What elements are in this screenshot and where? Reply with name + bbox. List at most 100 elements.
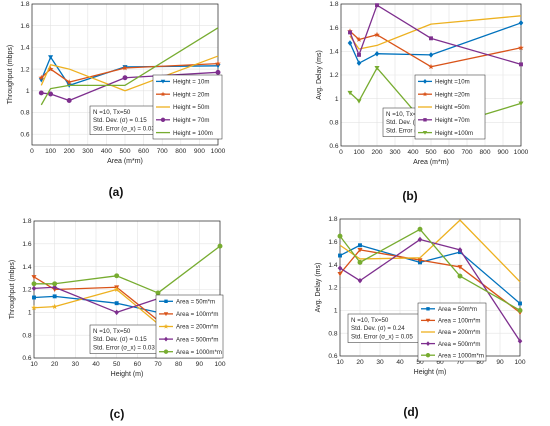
legend-entry: Area = 200m*m <box>438 329 481 336</box>
data-point <box>337 265 343 271</box>
legend-entry: Height = 10m <box>173 79 209 86</box>
y-tick-label: 0.8 <box>329 120 338 127</box>
data-point <box>337 233 343 239</box>
legend-entry: Height =70m <box>435 117 470 124</box>
data-point <box>164 299 168 303</box>
legend-entry: Height =50m <box>435 104 470 111</box>
data-point <box>114 273 120 279</box>
data-point <box>417 226 423 232</box>
x-tick-label: 200 <box>64 148 75 155</box>
x-axis-label: Height (m) <box>414 369 447 376</box>
x-tick-label: 600 <box>443 149 454 156</box>
stats-line: N =10, Tx=50 <box>93 328 131 335</box>
data-point <box>217 243 223 249</box>
data-point <box>155 290 161 296</box>
y-tick-label: 1.6 <box>328 239 337 246</box>
x-tick-label: 0 <box>30 148 34 155</box>
y-tick-label: 0.8 <box>20 110 29 117</box>
data-point <box>417 236 423 243</box>
stats-box <box>89 105 163 135</box>
data-point <box>457 265 463 270</box>
series-line <box>337 226 523 313</box>
data-point <box>31 281 37 287</box>
x-tick-label: 30 <box>376 359 384 366</box>
x-tick-label: 400 <box>407 149 418 156</box>
data-point <box>428 52 434 58</box>
y-tick-label: 1.8 <box>22 218 31 225</box>
data-point <box>422 131 428 135</box>
data-point <box>163 323 169 329</box>
y-axis-label: Throughput (mbps) <box>9 260 16 320</box>
x-tick-label: 300 <box>82 148 93 155</box>
y-tick-label: 0.8 <box>328 330 337 337</box>
y-tick-label: 1.2 <box>20 66 29 73</box>
x-tick-label: 80 <box>175 361 183 368</box>
x-tick-label: 800 <box>479 149 490 156</box>
data-point <box>66 79 73 85</box>
data-point <box>423 79 427 84</box>
data-point <box>347 40 353 46</box>
y-tick-label: 0.6 <box>329 143 338 150</box>
x-tick-label: 700 <box>157 148 168 155</box>
y-tick-label: 1.6 <box>22 241 31 248</box>
data-point <box>48 55 54 60</box>
x-tick-label: 100 <box>353 149 364 156</box>
data-point <box>357 52 361 57</box>
stats-line: N =10, Tx=50 <box>386 111 424 118</box>
y-tick-label: 1.4 <box>20 45 29 52</box>
y-tick-label: 1 <box>335 96 339 103</box>
x-tick-label: 90 <box>496 359 504 366</box>
y-axis-label: Avg. Delay (ms) <box>315 263 322 313</box>
data-point <box>517 338 523 344</box>
stats-line: Std. Dev. (σ) = 0.15 <box>93 336 147 343</box>
legend-entry: Height = 20m <box>173 91 209 98</box>
y-tick-label: 1.4 <box>22 264 31 271</box>
data-point <box>356 36 362 42</box>
x-tick-label: 70 <box>154 361 162 368</box>
stats-line: N =10, Tx=50 <box>351 317 389 324</box>
chart-panel-a: 0 100 200 300 400 500 600 700 800 900 1000 0.6 0.8 1 1… <box>7 1 226 199</box>
x-tick-label: 70 <box>456 359 464 366</box>
data-point <box>518 301 522 306</box>
x-tick-label: 100 <box>214 361 225 368</box>
data-point <box>374 50 380 57</box>
chart-panel-b: 0 100 200 300 400 500 600 700 800 900 1000 0.6 0.8 1 1… <box>316 1 529 203</box>
x-tick-label: 20 <box>356 359 364 366</box>
x-tick-label: 20 <box>51 361 59 368</box>
stats-line: N =10, Tx=50 <box>93 109 131 116</box>
series-line <box>40 27 219 106</box>
data-point <box>51 303 58 310</box>
x-tick-label: 700 <box>461 149 472 156</box>
series-line <box>31 243 223 296</box>
x-tick-label: 100 <box>45 148 56 155</box>
data-point <box>160 79 166 84</box>
data-point <box>215 60 221 67</box>
plot-frame <box>340 3 522 147</box>
x-tick-label: 50 <box>416 359 424 366</box>
legend-entry: Area = 50m*m <box>176 299 215 306</box>
data-point <box>164 336 168 342</box>
x-tick-label: 1000 <box>514 149 529 156</box>
data-point <box>375 3 379 8</box>
series-line <box>347 20 524 66</box>
x-tick-label: 60 <box>134 361 142 368</box>
data-point <box>337 271 343 277</box>
x-tick-label: 10 <box>336 359 344 366</box>
legend-entry: Area = 500m*m <box>176 336 219 343</box>
data-point <box>163 349 169 354</box>
y-tick-label: 1.2 <box>22 287 31 294</box>
x-tick-label: 1000 <box>211 148 226 155</box>
legend-entry: Height = 100m <box>173 130 213 137</box>
data-point <box>356 99 362 104</box>
x-tick-label: 80 <box>476 359 484 366</box>
legend-entry: Height = 50m <box>173 104 209 111</box>
data-point <box>374 66 380 71</box>
series-line <box>337 236 523 344</box>
data-point <box>517 307 523 313</box>
data-point <box>519 62 523 67</box>
x-tick-label: 100 <box>514 359 525 366</box>
x-tick-label: 500 <box>425 149 436 156</box>
x-axis-label: Area (m*m) <box>107 158 143 165</box>
data-point <box>52 294 57 299</box>
